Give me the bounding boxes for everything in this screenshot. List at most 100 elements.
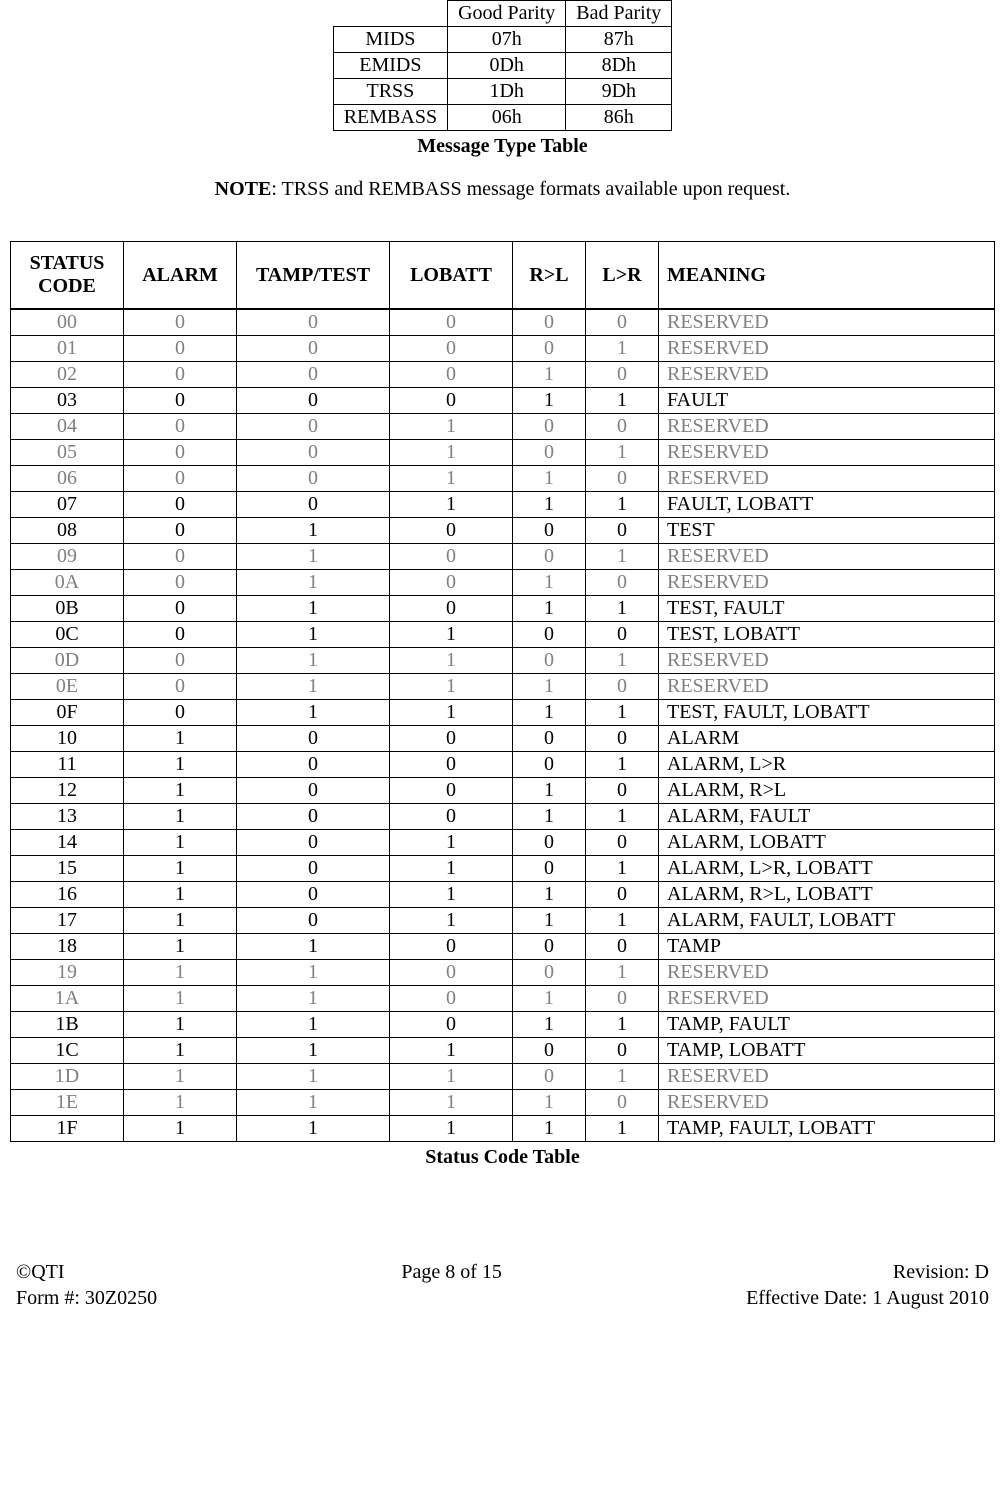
status-row: 1510101ALARM, L>R, LOBATT bbox=[11, 856, 995, 882]
status-cell: 0 bbox=[237, 466, 390, 492]
status-cell: 1 bbox=[390, 492, 513, 518]
status-cell: 0 bbox=[513, 414, 586, 440]
status-cell: 10 bbox=[11, 726, 124, 752]
status-cell: 1 bbox=[124, 830, 237, 856]
msg-type-body: MIDS07h87hEMIDS0Dh8DhTRSS1Dh9DhREMBASS06… bbox=[333, 27, 672, 131]
status-cell: 0C bbox=[11, 622, 124, 648]
status-cell: 1 bbox=[124, 934, 237, 960]
msg-type-cell: MIDS bbox=[333, 27, 447, 53]
status-cell: 0 bbox=[124, 492, 237, 518]
status-cell: 1 bbox=[513, 466, 586, 492]
status-cell: 16 bbox=[11, 882, 124, 908]
status-cell: 0 bbox=[124, 440, 237, 466]
status-cell: 0 bbox=[586, 882, 659, 908]
status-cell: RESERVED bbox=[659, 570, 995, 596]
status-cell: 0 bbox=[513, 622, 586, 648]
status-cell: TAMP bbox=[659, 934, 995, 960]
status-cell: 1 bbox=[513, 804, 586, 830]
status-row: 0100001RESERVED bbox=[11, 336, 995, 362]
status-cell: 1 bbox=[513, 1012, 586, 1038]
status-cell: 0 bbox=[513, 1038, 586, 1064]
status-row: 0300011FAULT bbox=[11, 388, 995, 414]
status-cell: 1A bbox=[11, 986, 124, 1012]
status-cell: 0 bbox=[237, 726, 390, 752]
message-type-table: Good Parity Bad Parity MIDS07h87hEMIDS0D… bbox=[333, 0, 673, 131]
status-cell: 0 bbox=[237, 856, 390, 882]
status-cell: 0 bbox=[513, 544, 586, 570]
status-cell: 0 bbox=[390, 1012, 513, 1038]
status-cell: 1 bbox=[513, 596, 586, 622]
status-cell: 1 bbox=[390, 1038, 513, 1064]
status-cell: 0 bbox=[586, 622, 659, 648]
status-cell: 1 bbox=[124, 1012, 237, 1038]
status-cell: TEST, FAULT bbox=[659, 596, 995, 622]
status-row: 0400100RESERVED bbox=[11, 414, 995, 440]
status-cell: 1 bbox=[390, 440, 513, 466]
status-row: 0700111FAULT, LOBATT bbox=[11, 492, 995, 518]
status-cell: 18 bbox=[11, 934, 124, 960]
status-cell: 1 bbox=[513, 778, 586, 804]
status-cell: 02 bbox=[11, 362, 124, 388]
status-cell: 1 bbox=[390, 674, 513, 700]
msg-type-cell: 9Dh bbox=[566, 79, 672, 105]
status-header-cell: ALARM bbox=[124, 242, 237, 310]
status-cell: 0 bbox=[586, 674, 659, 700]
status-cell: 1 bbox=[237, 934, 390, 960]
status-cell: 0 bbox=[124, 518, 237, 544]
status-cell: 1 bbox=[237, 518, 390, 544]
note-line: NOTE: TRSS and REMBASS message formats a… bbox=[10, 178, 995, 201]
status-row: 0C01100TEST, LOBATT bbox=[11, 622, 995, 648]
status-cell: 1 bbox=[513, 492, 586, 518]
status-header-cell: LOBATT bbox=[390, 242, 513, 310]
status-cell: 1 bbox=[586, 336, 659, 362]
status-cell: 1 bbox=[390, 1090, 513, 1116]
status-row: 0000000RESERVED bbox=[11, 309, 995, 336]
footer-left: ©QTI Form #: 30Z0250 bbox=[16, 1259, 157, 1311]
status-cell: 1 bbox=[124, 986, 237, 1012]
status-cell: 1 bbox=[513, 882, 586, 908]
status-cell: 1 bbox=[124, 726, 237, 752]
status-cell: 0 bbox=[124, 622, 237, 648]
status-cell: ALARM, R>L bbox=[659, 778, 995, 804]
status-cell: 0F bbox=[11, 700, 124, 726]
status-row: 1610110ALARM, R>L, LOBATT bbox=[11, 882, 995, 908]
status-cell: 1 bbox=[390, 830, 513, 856]
status-cell: 0 bbox=[513, 648, 586, 674]
msg-type-cell: 1Dh bbox=[448, 79, 566, 105]
status-cell: 1 bbox=[237, 1090, 390, 1116]
status-cell: 0 bbox=[237, 830, 390, 856]
status-cell: RESERVED bbox=[659, 648, 995, 674]
status-cell: 1 bbox=[390, 1116, 513, 1142]
status-cell: 1 bbox=[124, 1090, 237, 1116]
status-cell: 1 bbox=[586, 648, 659, 674]
status-cell: 0 bbox=[513, 336, 586, 362]
status-cell: 0 bbox=[390, 362, 513, 388]
status-row: 1F11111TAMP, FAULT, LOBATT bbox=[11, 1116, 995, 1142]
status-cell: 0 bbox=[586, 830, 659, 856]
footer-effective-date: Effective Date: 1 August 2010 bbox=[746, 1285, 989, 1311]
footer-right: Revision: D Effective Date: 1 August 201… bbox=[746, 1259, 989, 1311]
status-cell: 11 bbox=[11, 752, 124, 778]
status-cell: 1 bbox=[513, 908, 586, 934]
status-cell: RESERVED bbox=[659, 440, 995, 466]
status-row: 1911001RESERVED bbox=[11, 960, 995, 986]
msg-type-cell: TRSS bbox=[333, 79, 447, 105]
status-cell: 09 bbox=[11, 544, 124, 570]
status-cell: 0 bbox=[513, 830, 586, 856]
status-cell: ALARM, LOBATT bbox=[659, 830, 995, 856]
status-cell: 0 bbox=[237, 336, 390, 362]
msg-type-caption: Message Type Table bbox=[10, 135, 995, 158]
status-cell: 1 bbox=[237, 1116, 390, 1142]
status-cell: 0 bbox=[390, 336, 513, 362]
status-cell: RESERVED bbox=[659, 1090, 995, 1116]
status-cell: 1 bbox=[124, 1038, 237, 1064]
msg-header-bad: Bad Parity bbox=[566, 1, 672, 27]
status-cell: 05 bbox=[11, 440, 124, 466]
status-cell: RESERVED bbox=[659, 466, 995, 492]
status-cell: 1 bbox=[124, 882, 237, 908]
status-cell: 1 bbox=[586, 492, 659, 518]
status-header-row: STATUSCODEALARMTAMP/TESTLOBATTR>LL>RMEAN… bbox=[11, 242, 995, 310]
status-cell: 00 bbox=[11, 309, 124, 336]
status-cell: 1 bbox=[237, 1012, 390, 1038]
status-cell: 17 bbox=[11, 908, 124, 934]
